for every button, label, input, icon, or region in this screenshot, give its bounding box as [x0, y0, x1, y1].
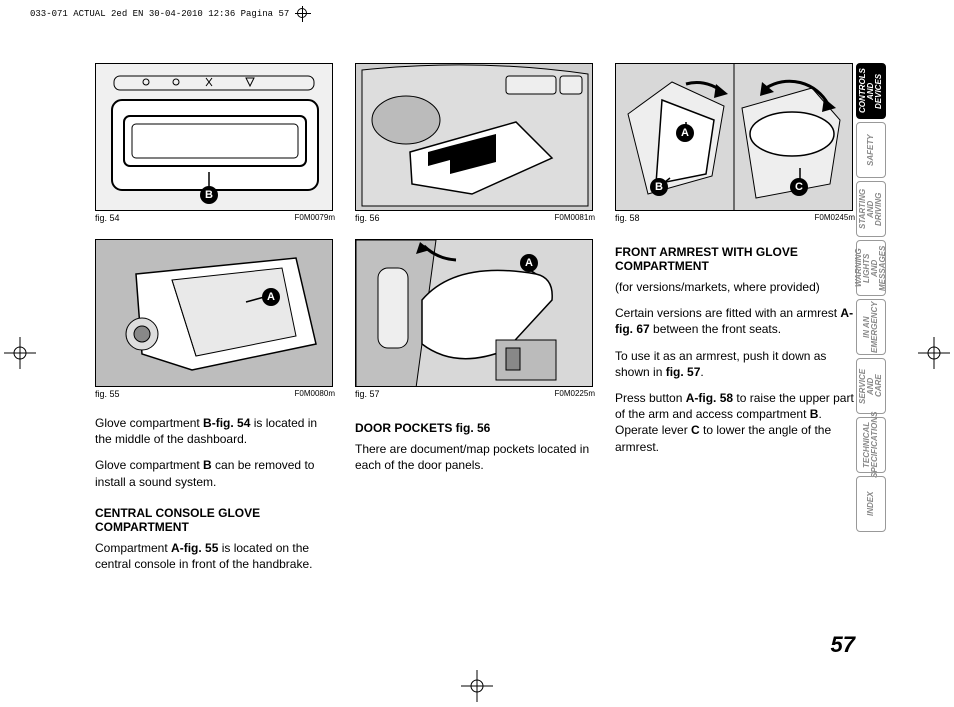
heading-door-pockets: DOOR POCKETS fig. 56: [355, 421, 595, 435]
fig58-code: F0M0245m: [815, 213, 855, 223]
fig54-code: F0M0079m: [295, 213, 335, 223]
page-content: B fig. 54 F0M0079m A fig. 55: [95, 63, 855, 658]
tab-controls-devices[interactable]: CONTROLS AND DEVICES: [856, 63, 886, 119]
figure-55: A: [95, 239, 333, 387]
callout-b: B: [650, 178, 668, 196]
tab-index[interactable]: INDEX: [856, 476, 886, 532]
heading-central-console: CENTRAL CONSOLE GLOVE COMPARTMENT: [95, 506, 335, 534]
paragraph-1: Glove compartment B-fig. 54 is located i…: [95, 415, 335, 447]
paragraph-3: Compartment A-fig. 55 is located on the …: [95, 540, 335, 572]
tab-starting-driving[interactable]: STARTING AND DRIVING: [856, 181, 886, 237]
column-3: A B C fig. 58 F0M0245m FRONT ARMREST WIT…: [615, 63, 855, 582]
fig56-label: fig. 56: [355, 213, 380, 223]
section-tabs: CONTROLS AND DEVICES SAFETY STARTING AND…: [856, 63, 886, 532]
paragraph-7: To use it as an armrest, push it down as…: [615, 348, 855, 380]
figure-57: A: [355, 239, 593, 387]
heading-front-armrest: FRONT ARMREST WITH GLOVE COMPARTMENT: [615, 245, 855, 273]
figure-56: [355, 63, 593, 211]
header-text: 033-071 ACTUAL 2ed EN 30-04-2010 12:36 P…: [30, 9, 289, 19]
fig58-label: fig. 58: [615, 213, 640, 223]
crop-mark-right-icon: [918, 337, 950, 369]
column-2: fig. 56 F0M0081m A fig. 57: [355, 63, 595, 582]
figure-54: B: [95, 63, 333, 211]
paragraph-6: Certain versions are fitted with an armr…: [615, 305, 855, 337]
fig54-caption: fig. 54 F0M0079m: [95, 213, 335, 223]
fig55-label: fig. 55: [95, 389, 120, 399]
registration-mark-icon: [295, 6, 311, 22]
fig55-code: F0M0080m: [295, 389, 335, 399]
callout-a: A: [520, 254, 538, 272]
callout-b: B: [200, 186, 218, 204]
tab-service-care[interactable]: SERVICE AND CARE: [856, 358, 886, 414]
fig54-label: fig. 54: [95, 213, 120, 223]
fig57-caption: fig. 57 F0M0225m: [355, 389, 595, 399]
paragraph-2: Glove compartment B can be removed to in…: [95, 457, 335, 489]
tab-emergency[interactable]: IN AN EMERGENCY: [856, 299, 886, 355]
callout-a: A: [262, 288, 280, 306]
callout-a: A: [676, 124, 694, 142]
paragraph-4: There are document/map pockets located i…: [355, 441, 595, 473]
print-header: 033-071 ACTUAL 2ed EN 30-04-2010 12:36 P…: [30, 6, 311, 22]
paragraph-5: (for versions/markets, where provided): [615, 279, 855, 295]
crop-mark-left-icon: [4, 337, 36, 369]
fig57-code: F0M0225m: [555, 389, 595, 399]
column-1: B fig. 54 F0M0079m A fig. 55: [95, 63, 335, 582]
paragraph-8: Press button A-fig. 58 to raise the uppe…: [615, 390, 855, 455]
tab-warning-lights[interactable]: WARNING LIGHTS AND MESSAGES: [856, 240, 886, 296]
figure-58: A B C: [615, 63, 853, 211]
page-number: 57: [831, 632, 855, 658]
tab-safety[interactable]: SAFETY: [856, 122, 886, 178]
tab-technical-specs[interactable]: TECHNICAL SPECIFICATIONS: [856, 417, 886, 473]
fig55-caption: fig. 55 F0M0080m: [95, 389, 335, 399]
fig56-caption: fig. 56 F0M0081m: [355, 213, 595, 223]
crop-mark-bottom-icon: [461, 670, 493, 702]
fig56-code: F0M0081m: [555, 213, 595, 223]
callout-c: C: [790, 178, 808, 196]
fig58-caption: fig. 58 F0M0245m: [615, 213, 855, 223]
fig57-label: fig. 57: [355, 389, 380, 399]
